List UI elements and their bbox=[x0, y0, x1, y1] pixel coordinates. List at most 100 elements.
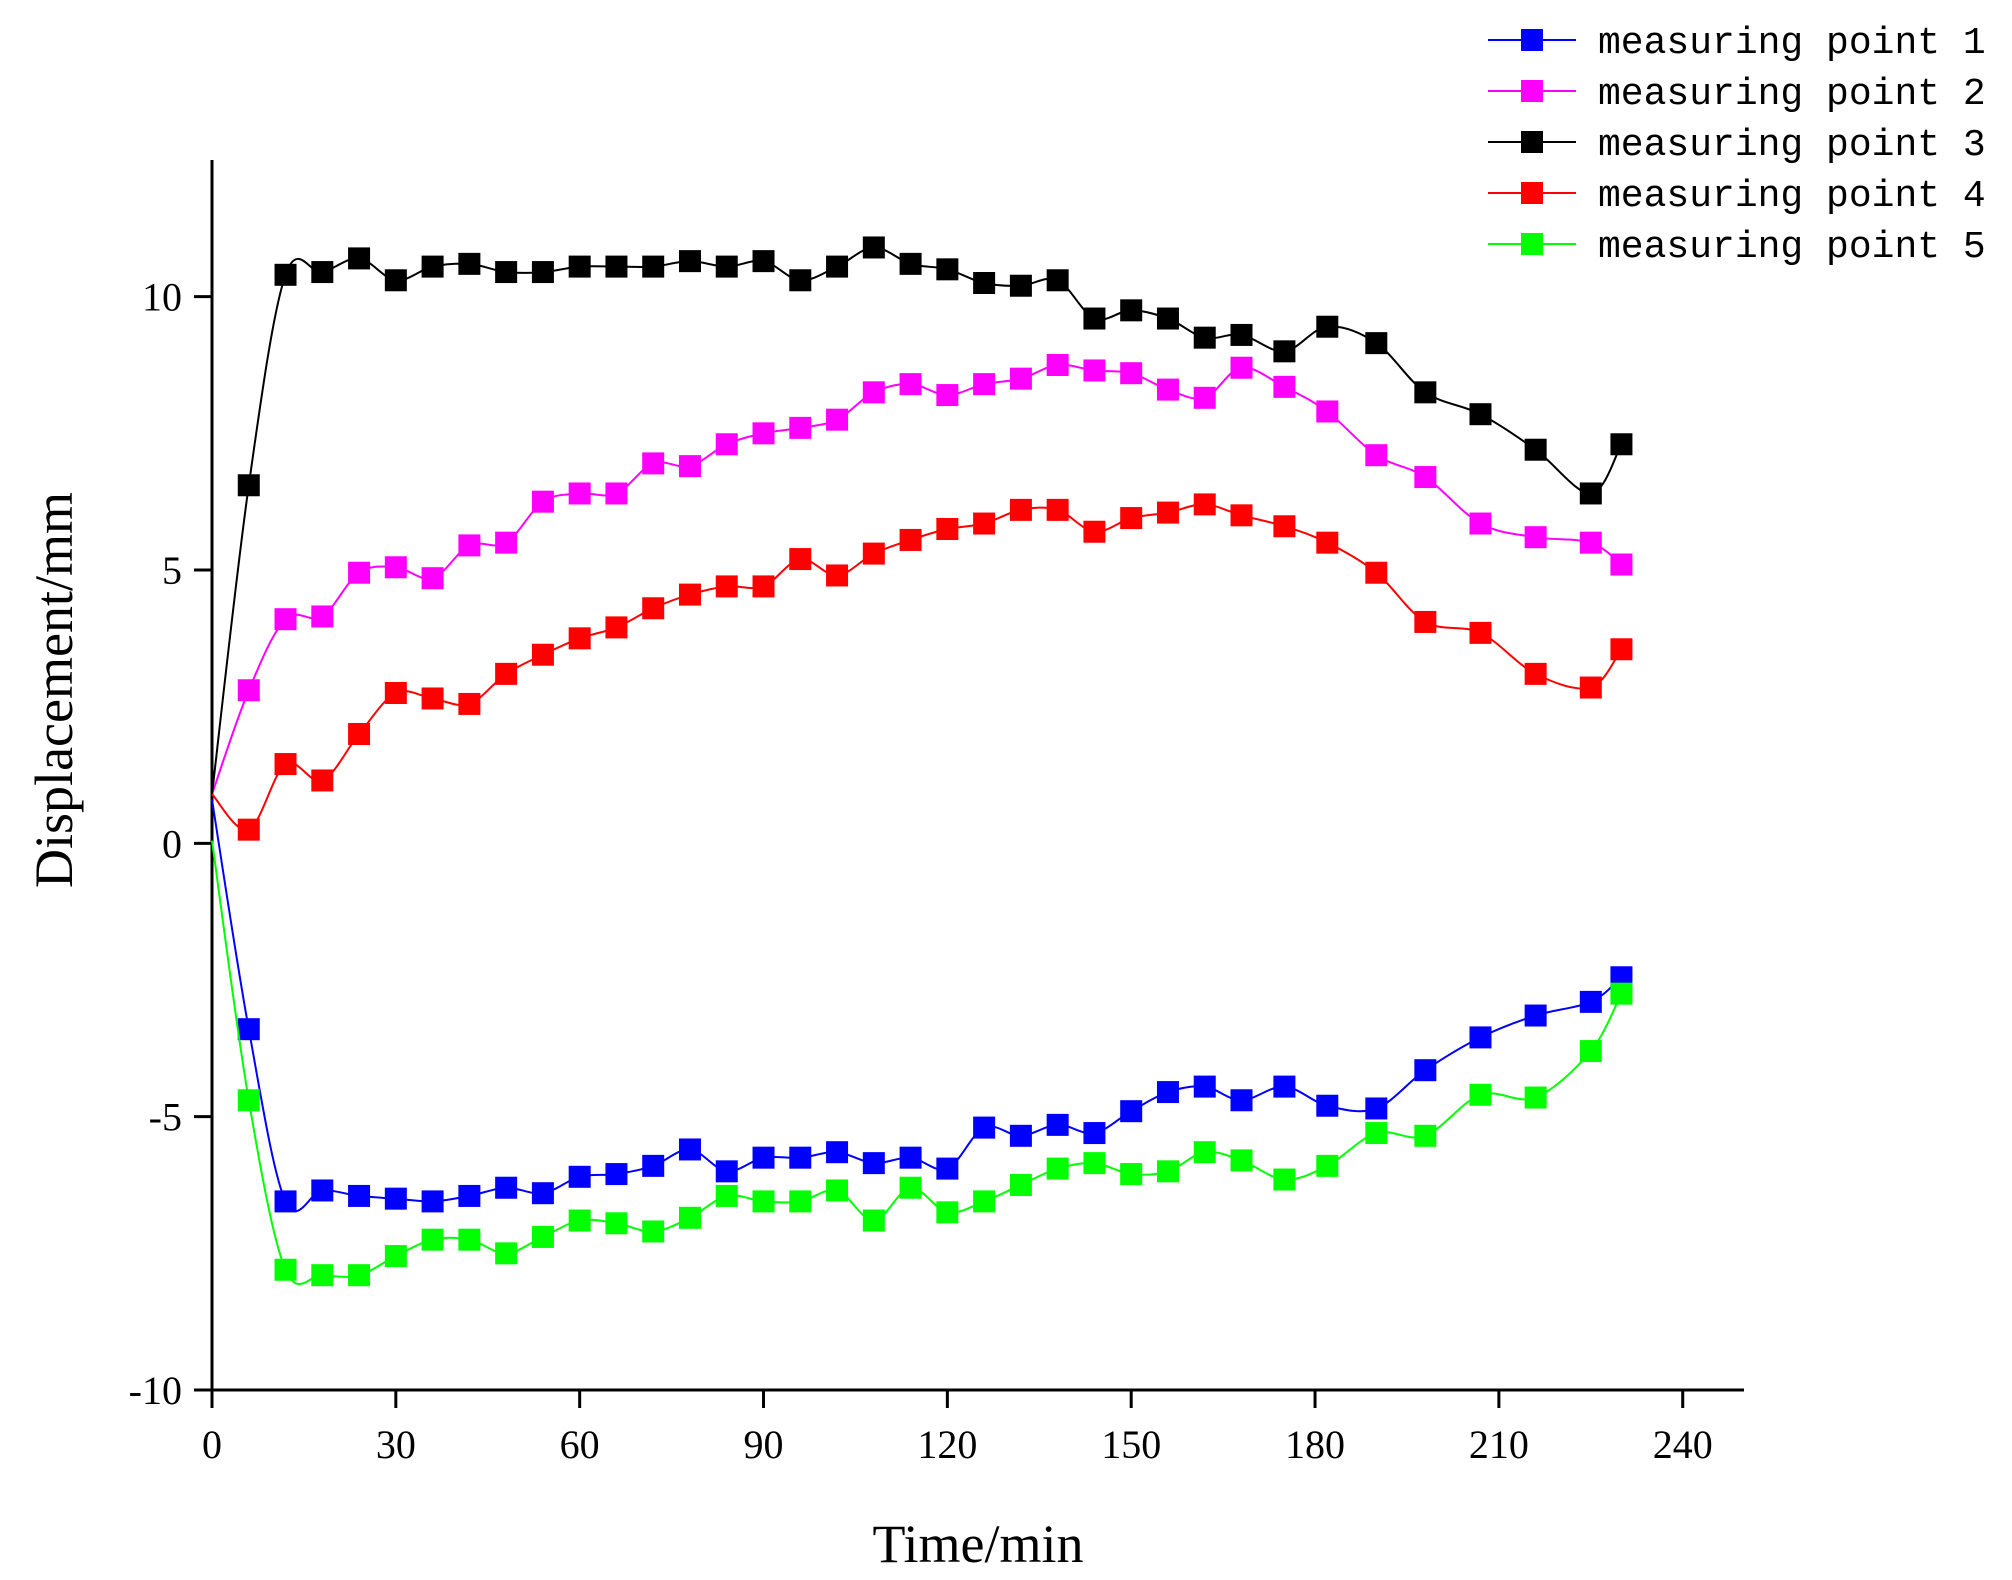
series-measuring-point-1 bbox=[211, 799, 1633, 1213]
data-point-marker bbox=[568, 627, 591, 650]
data-point-marker bbox=[1469, 403, 1492, 426]
data-point-marker bbox=[1156, 307, 1179, 330]
data-point-marker bbox=[605, 1163, 628, 1186]
x-tick-label: 0 bbox=[202, 1422, 222, 1467]
series-measuring-point-4 bbox=[211, 493, 1633, 841]
data-point-marker bbox=[421, 255, 444, 278]
y-tick-label: 5 bbox=[162, 548, 182, 593]
data-point-marker bbox=[678, 583, 701, 606]
data-point-marker bbox=[1230, 1089, 1253, 1112]
data-point-marker bbox=[421, 1228, 444, 1251]
data-point-marker bbox=[1469, 1083, 1492, 1106]
data-point-marker bbox=[862, 381, 885, 404]
data-point-marker bbox=[1524, 662, 1547, 685]
data-point-marker bbox=[605, 255, 628, 278]
data-point-marker bbox=[1193, 493, 1216, 516]
data-point-marker bbox=[348, 561, 371, 584]
x-axis-ticks: 0 30 60 90 120 150 180 210 240 bbox=[202, 1390, 1713, 1467]
legend-marker-swatch bbox=[1521, 233, 1543, 255]
data-point-marker bbox=[752, 575, 775, 598]
x-tick-label: 210 bbox=[1469, 1422, 1529, 1467]
x-tick-label: 30 bbox=[376, 1422, 416, 1467]
data-point-marker bbox=[274, 1258, 297, 1281]
data-point-marker bbox=[458, 692, 481, 715]
data-point-marker bbox=[678, 455, 701, 478]
data-point-marker bbox=[1230, 1149, 1253, 1172]
data-point-marker bbox=[1193, 1075, 1216, 1098]
data-point-marker bbox=[605, 1212, 628, 1235]
legend-label: measuring point 2 bbox=[1598, 73, 1986, 116]
data-point-marker bbox=[789, 416, 812, 439]
data-point-marker bbox=[1365, 444, 1388, 467]
data-point-marker bbox=[789, 269, 812, 292]
data-point-marker bbox=[1273, 1075, 1296, 1098]
data-point-marker bbox=[973, 373, 996, 396]
data-point-marker bbox=[1046, 269, 1069, 292]
data-point-marker bbox=[495, 662, 518, 685]
legend-label: measuring point 1 bbox=[1598, 22, 1986, 65]
legend-item: measuring point 2 bbox=[1488, 73, 1986, 116]
data-point-marker bbox=[237, 1089, 260, 1112]
data-point-marker bbox=[1009, 1124, 1032, 1147]
data-point-marker bbox=[458, 1228, 481, 1251]
y-tick-label: -5 bbox=[149, 1095, 182, 1140]
data-point-marker bbox=[1469, 1026, 1492, 1049]
data-point-marker bbox=[495, 261, 518, 284]
data-point-marker bbox=[274, 753, 297, 776]
data-point-marker bbox=[1414, 1124, 1437, 1147]
data-point-marker bbox=[348, 1184, 371, 1207]
x-tick-label: 120 bbox=[917, 1422, 977, 1467]
data-point-marker bbox=[936, 258, 959, 281]
data-point-marker bbox=[1193, 1141, 1216, 1164]
data-point-marker bbox=[1365, 561, 1388, 584]
x-tick-label: 150 bbox=[1101, 1422, 1161, 1467]
data-point-marker bbox=[1316, 315, 1339, 338]
data-point-marker bbox=[789, 1146, 812, 1169]
data-point-marker bbox=[752, 250, 775, 273]
legend-marker-swatch bbox=[1521, 29, 1543, 51]
data-point-marker bbox=[274, 608, 297, 631]
data-point-marker bbox=[899, 373, 922, 396]
data-point-marker bbox=[1365, 332, 1388, 355]
data-point-marker bbox=[1273, 1168, 1296, 1191]
data-point-marker bbox=[1009, 498, 1032, 521]
data-point-marker bbox=[715, 1184, 738, 1207]
data-point-marker bbox=[1083, 307, 1106, 330]
data-point-marker bbox=[973, 1116, 996, 1139]
data-point-marker bbox=[458, 534, 481, 557]
data-point-marker bbox=[1579, 482, 1602, 505]
data-point-marker bbox=[531, 1182, 554, 1205]
data-point-marker bbox=[1083, 1152, 1106, 1175]
data-point-marker bbox=[642, 597, 665, 620]
data-point-marker bbox=[715, 433, 738, 456]
series-line bbox=[211, 503, 1623, 831]
legend-item: measuring point 1 bbox=[1488, 22, 1986, 65]
data-point-marker bbox=[826, 1141, 849, 1164]
data-point-marker bbox=[1579, 676, 1602, 699]
data-point-marker bbox=[1273, 375, 1296, 398]
data-point-marker bbox=[237, 818, 260, 841]
data-point-marker bbox=[1230, 323, 1253, 346]
legend-label: measuring point 3 bbox=[1598, 124, 1986, 167]
data-point-marker bbox=[1579, 1040, 1602, 1063]
data-point-marker bbox=[568, 255, 591, 278]
legend-item: measuring point 5 bbox=[1488, 226, 1986, 269]
data-point-marker bbox=[642, 1220, 665, 1243]
series-measuring-point-3 bbox=[211, 236, 1633, 795]
data-point-marker bbox=[899, 528, 922, 551]
legend-label: measuring point 5 bbox=[1598, 226, 1986, 269]
data-point-marker bbox=[1414, 466, 1437, 489]
data-point-marker bbox=[899, 1176, 922, 1199]
x-tick-label: 180 bbox=[1285, 1422, 1345, 1467]
data-point-marker bbox=[274, 1190, 297, 1213]
data-point-marker bbox=[384, 269, 407, 292]
data-point-marker bbox=[1009, 367, 1032, 390]
data-point-marker bbox=[1524, 1004, 1547, 1027]
data-point-marker bbox=[1009, 1174, 1032, 1196]
data-point-marker bbox=[862, 236, 885, 259]
y-axis-ticks: -10 -5 0 5 10 bbox=[129, 275, 212, 1413]
data-point-marker bbox=[1009, 274, 1032, 297]
data-point-marker bbox=[789, 1190, 812, 1213]
data-point-marker bbox=[715, 575, 738, 598]
